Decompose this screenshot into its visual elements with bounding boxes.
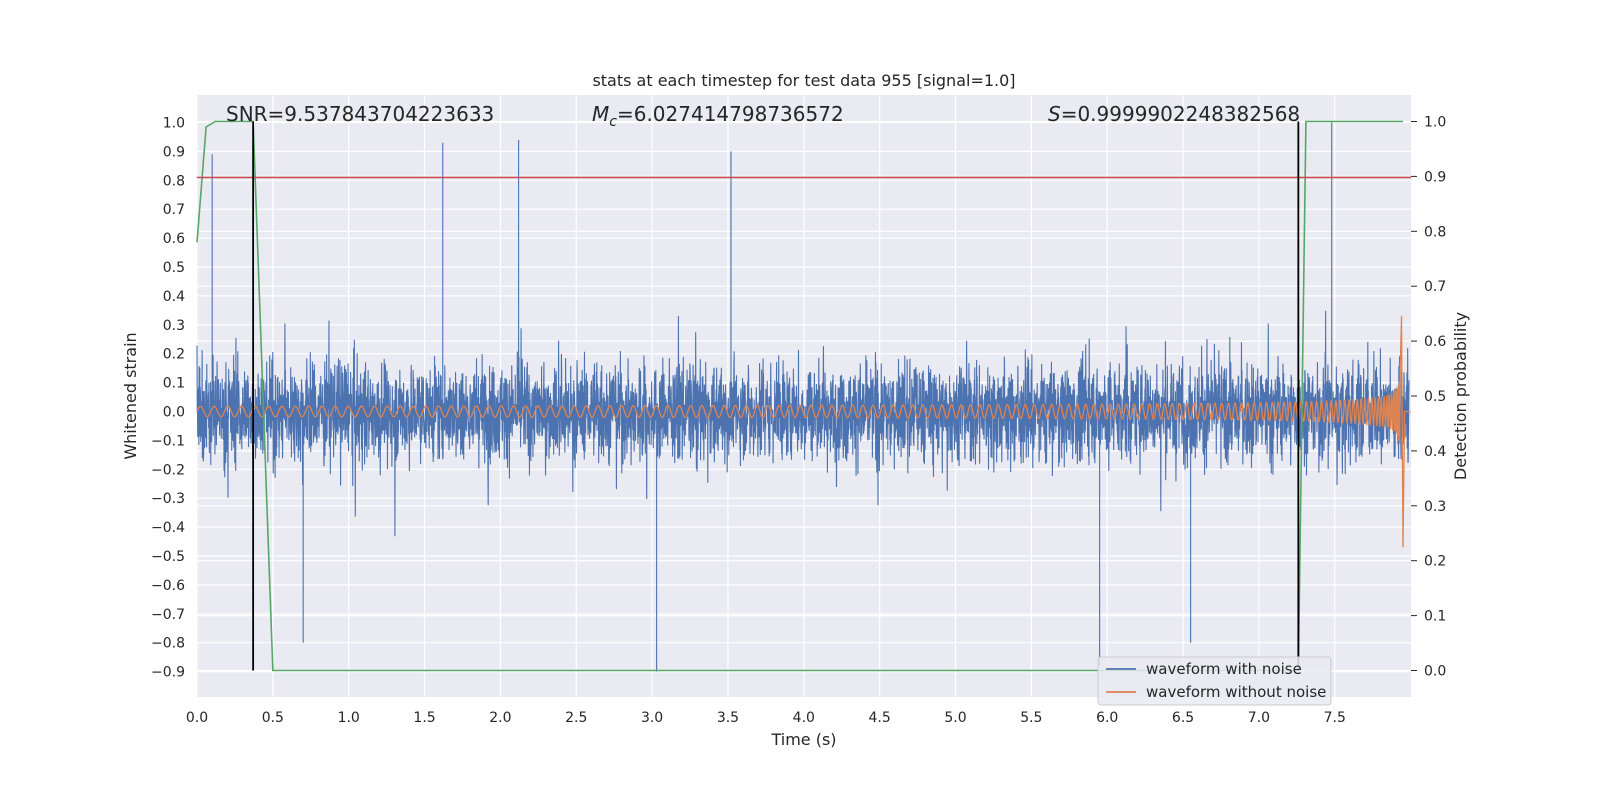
x-tick-label: 7.0 <box>1248 710 1270 726</box>
y-tick-label-left: 0.2 <box>163 347 185 363</box>
legend-label-clean: waveform without noise <box>1146 683 1326 701</box>
y-tick-label-left: 0.5 <box>163 260 185 276</box>
y-tick-label-right: 0.1 <box>1424 609 1446 625</box>
x-tick-label: 0.5 <box>262 710 284 726</box>
overlays <box>197 121 1411 671</box>
y-tick-label-left: −0.4 <box>151 520 185 536</box>
x-tick-label: 5.0 <box>944 710 966 726</box>
series-waveform-with-noise <box>196 122 1410 672</box>
x-tick-label: 1.5 <box>413 710 435 726</box>
y-tick-label-left: 0.1 <box>163 376 185 392</box>
y-tick-label-left: −0.2 <box>151 462 185 478</box>
y-tick-label-left: −0.5 <box>151 549 185 565</box>
y-tick-label-left: 0.8 <box>163 173 185 189</box>
y-tick-label-left: −0.6 <box>151 578 185 594</box>
x-tick-label: 1.0 <box>338 710 360 726</box>
ticks: 0.0 0.5 1.0 1.5 2.0 2.5 3.0 3.5 4.0 4.5 5.0 5.5 6.0 6… <box>151 115 1446 727</box>
x-tick-label: 3.0 <box>641 710 663 726</box>
y-tick-label-right: 0.3 <box>1424 499 1446 515</box>
mc-symbol: M <box>592 102 609 126</box>
s-value: =0.9999902248382568 <box>1061 102 1300 126</box>
mc-value: =6.027414798736572 <box>617 102 844 126</box>
score-annotation: S=0.9999902248382568 <box>1048 102 1300 126</box>
x-tick-label: 3.5 <box>717 710 739 726</box>
y-tick-label-left: 0.3 <box>163 318 185 334</box>
y-tick-label-left: 0.4 <box>163 289 185 305</box>
mc-subscript: c <box>609 114 617 130</box>
x-tick-label: 5.5 <box>1020 710 1042 726</box>
x-tick-label: 4.0 <box>793 710 815 726</box>
y-axis-label-left: Whitened strain <box>121 332 140 459</box>
series-detection-probability <box>196 120 1404 672</box>
x-tick-label: 4.5 <box>869 710 891 726</box>
s-symbol: S <box>1048 102 1061 126</box>
y-tick-label-left: −0.9 <box>151 665 185 681</box>
x-tick-label: 2.0 <box>489 710 511 726</box>
y-tick-label-left: 0.6 <box>163 231 185 247</box>
y-tick-label-right: 0.5 <box>1424 389 1446 405</box>
x-tick-label: 2.5 <box>565 710 587 726</box>
waveform-without-noise-line <box>196 316 1411 548</box>
y-tick-label-left: −0.8 <box>151 636 185 652</box>
y-tick-label-right: 0.2 <box>1424 554 1446 570</box>
x-tick-label: 6.5 <box>1172 710 1194 726</box>
y-tick-label-left: −0.3 <box>151 491 185 507</box>
y-axis-label-right: Detection probability <box>1451 312 1470 480</box>
legend-label-noise: waveform with noise <box>1146 660 1302 678</box>
y-tick-label-right: 0.9 <box>1424 169 1446 185</box>
y-tick-label-right: 1.0 <box>1424 115 1446 131</box>
y-tick-label-left: 0.0 <box>163 405 185 421</box>
y-tick-label-left: −0.1 <box>151 433 185 449</box>
y-tick-label-left: −0.7 <box>151 607 185 623</box>
x-tick-label: 7.5 <box>1324 710 1346 726</box>
y-tick-label-right: 0.8 <box>1424 224 1446 240</box>
y-tick-label-right: 0.4 <box>1424 444 1446 460</box>
legend-box <box>1097 656 1332 706</box>
y-tick-label-left: 0.7 <box>163 202 185 218</box>
y-tick-label-right: 0.6 <box>1424 334 1446 350</box>
waveform-with-noise-line <box>196 122 1410 672</box>
chirp-mass-annotation: Mc=6.027414798736572 <box>592 102 844 130</box>
chart-title: stats at each timestep for test data 955… <box>592 71 1015 90</box>
series-waveform-without-noise <box>196 316 1411 548</box>
x-tick-label: 6.0 <box>1096 710 1118 726</box>
detection-probability-line <box>196 120 1404 672</box>
y-tick-label-right: 0.7 <box>1424 279 1446 295</box>
x-axis-label: Time (s) <box>770 730 836 749</box>
snr-annotation: SNR=9.537843704223633 <box>226 102 494 126</box>
legend: waveform with noise waveform without noi… <box>1097 656 1332 706</box>
x-tick-label: 0.0 <box>186 710 208 726</box>
y-tick-label-right: 0.0 <box>1424 664 1446 680</box>
y-tick-label-left: 0.9 <box>163 144 185 160</box>
y-tick-label-left: 1.0 <box>163 116 185 132</box>
